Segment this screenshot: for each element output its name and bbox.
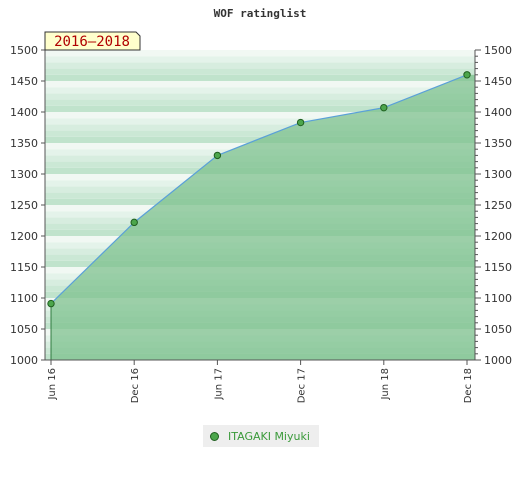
area-fill: [51, 74, 475, 361]
y-tick-label-left: 1450: [10, 75, 38, 88]
x-tick-label: Dec 16: [130, 368, 141, 403]
data-point: [380, 103, 388, 112]
period-annotation-text: 2016–2018: [54, 34, 130, 50]
y-tick-label-right: 1100: [484, 292, 512, 305]
background-band: [45, 56, 475, 63]
period-annotation-box: [44, 31, 141, 51]
x-axis: Jun 16 Dec 16 Jun 17 Dec 17 Jun 18 Dec 18: [47, 360, 474, 403]
series-line: [50, 74, 468, 305]
y-tick-label-right: 1300: [484, 168, 512, 181]
legend-label: ITAGAKI Miyuki: [228, 429, 310, 443]
x-tick-label: Dec 18: [463, 368, 474, 403]
legend-marker-icon: [210, 431, 219, 441]
y-tick-label-left: 1350: [10, 137, 38, 150]
y-tick-label-right: 1450: [484, 75, 512, 88]
y-tick-label-right: 1050: [484, 323, 512, 336]
background-band: [45, 93, 475, 100]
background-band: [45, 124, 475, 131]
y-tick-label-left: 1000: [10, 354, 38, 367]
background-band: [45, 81, 475, 88]
data-markers: [47, 71, 471, 308]
y-tick-label-left: 1500: [10, 44, 38, 57]
chart-title: WOF ratinglist: [214, 7, 307, 20]
data-point: [47, 299, 55, 308]
y-tick-label-right: 1000: [484, 354, 512, 367]
x-tick-label: Jun 18: [380, 368, 391, 401]
background-band: [45, 118, 475, 125]
legend: ITAGAKI Miyuki: [203, 425, 319, 447]
data-point: [296, 118, 305, 127]
y-tick-label-left: 1100: [10, 292, 38, 305]
x-tick-label: Dec 17: [297, 368, 308, 403]
y-axis-left: 1000 1050 1100 1150 1200 1250 1300 1350 1400 1450…: [10, 44, 45, 367]
y-tick-label-left: 1400: [10, 106, 38, 119]
x-tick-label: Jun 16: [47, 368, 58, 401]
background-band: [45, 112, 475, 119]
background-band: [45, 130, 475, 137]
y-tick-label-left: 1150: [10, 261, 38, 274]
x-tick-label: Jun 17: [213, 368, 224, 401]
area-layer: [50, 74, 475, 361]
y-tick-label-right: 1250: [484, 199, 512, 212]
data-point: [213, 151, 222, 160]
background-band: [45, 50, 475, 57]
y-tick-label-right: 1350: [484, 137, 512, 150]
background-band: [45, 99, 475, 106]
y-axis-right: 1000 1050 1100 1150 1200 1250 1300 1350 1400 1450…: [475, 44, 512, 367]
data-point: [130, 218, 138, 227]
background-band: [45, 68, 475, 75]
period-annotation: 2016–2018: [44, 31, 141, 51]
background-band: [45, 74, 475, 81]
y-tick-label-right: 1500: [484, 44, 512, 57]
background-band: [45, 62, 475, 69]
background-band: [45, 105, 475, 112]
y-tick-label-right: 1200: [484, 230, 512, 243]
y-tick-label-right: 1400: [484, 106, 512, 119]
background-band: [45, 87, 475, 94]
data-point: [463, 71, 471, 79]
y-tick-label-left: 1300: [10, 168, 38, 181]
y-tick-label-left: 1050: [10, 323, 38, 336]
y-tick-label-right: 1150: [484, 261, 512, 274]
y-tick-label-left: 1200: [10, 230, 38, 243]
y-tick-label-left: 1250: [10, 199, 38, 212]
